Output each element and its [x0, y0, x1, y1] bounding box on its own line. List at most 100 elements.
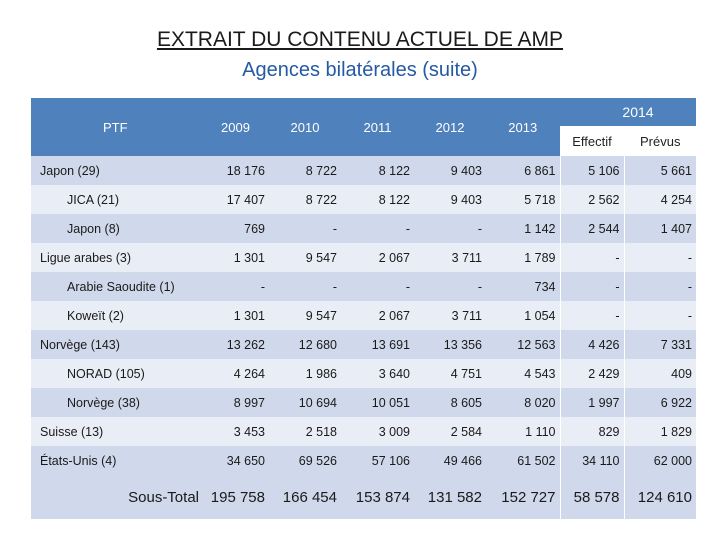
row-label: Arabie Saoudite (1)	[31, 272, 202, 301]
cell-value: -	[559, 301, 624, 330]
cell-value: 8 122	[341, 185, 414, 214]
row-label: Suisse (13)	[31, 417, 202, 446]
cell-value: 10 694	[269, 388, 341, 417]
cell-value: 69 526	[269, 446, 341, 475]
column-header-2014: 2014	[560, 98, 696, 126]
cell-value: 4 751	[414, 359, 486, 388]
total-value: 153 874	[341, 475, 414, 519]
cell-value: -	[414, 272, 486, 301]
total-value: 58 578	[559, 475, 624, 519]
cell-value: -	[623, 272, 696, 301]
cell-value: -	[559, 272, 624, 301]
row-label: Norvège (143)	[31, 330, 202, 359]
cell-value: 6 861	[486, 156, 560, 185]
table-row: Ligue arabes (3) 1 301 9 547 2 067 3 711 1 78…	[31, 243, 696, 272]
total-row: Sous-Total 195 758 166 454 153 874 131 582 15…	[31, 475, 696, 519]
total-label: Sous-Total	[31, 475, 202, 519]
row-label: États-Unis (4)	[31, 446, 202, 475]
cell-value: 1 301	[202, 301, 269, 330]
cell-value: 13 356	[414, 330, 486, 359]
cell-value: 13 262	[202, 330, 269, 359]
cell-value: 1 110	[486, 417, 560, 446]
cell-value: 409	[623, 359, 696, 388]
cell-value: 8 122	[341, 156, 414, 185]
table-row: JICA (21) 17 407 8 722 8 122 9 403 5 718 2 562…	[31, 185, 696, 214]
cell-value: -	[414, 214, 486, 243]
cell-value: 5 718	[486, 185, 560, 214]
cell-value: 2 429	[559, 359, 624, 388]
cell-value: 5 106	[559, 156, 624, 185]
cell-value: -	[341, 272, 414, 301]
cell-value: 3 711	[414, 301, 486, 330]
total-value: 131 582	[414, 475, 486, 519]
cell-value: 9 403	[414, 185, 486, 214]
total-value: 195 758	[202, 475, 269, 519]
cell-value: 1 789	[486, 243, 560, 272]
row-label: Norvège (38)	[31, 388, 202, 417]
table-row: États-Unis (4) 34 650 69 526 57 106 49 466 61…	[31, 446, 696, 475]
cell-value: 5 661	[623, 156, 696, 185]
cell-value: 1 054	[486, 301, 560, 330]
cell-value: -	[269, 272, 341, 301]
row-label: Japon (8)	[31, 214, 202, 243]
row-label: Japon (29)	[31, 156, 202, 185]
cell-value: 1 997	[559, 388, 624, 417]
cell-value: 2 067	[341, 301, 414, 330]
cell-value: 62 000	[623, 446, 696, 475]
table-row: Koweït (2) 1 301 9 547 2 067 3 711 1 054- -	[31, 301, 696, 330]
cell-value: 8 722	[269, 185, 341, 214]
row-label: JICA (21)	[31, 185, 202, 214]
column-header-2013: 2013	[486, 98, 560, 156]
total-value: 166 454	[269, 475, 341, 519]
cell-value: 2 584	[414, 417, 486, 446]
cell-value: 8 020	[486, 388, 560, 417]
cell-value: 3 453	[202, 417, 269, 446]
table-body: Japon (29) 18 176 8 722 8 122 9 403 6 861 5 10…	[31, 156, 696, 519]
column-header-2012: 2012	[414, 98, 486, 156]
table-row: Japon (8) 769- - -1 142 2 544 1 407	[31, 214, 696, 243]
column-header-2009: 2009	[202, 98, 269, 156]
column-header-prevus: Prévus	[623, 126, 696, 156]
cell-value: 4 543	[486, 359, 560, 388]
cell-value: 4 426	[559, 330, 624, 359]
column-header-2011: 2011	[341, 98, 414, 156]
table-row: Norvège (38) 8 997 10 694 10 051 8 605 8 020 1…	[31, 388, 696, 417]
cell-value: 8 722	[269, 156, 341, 185]
agencies-table: PTF 2009 2010 2011 2012 2013 2014 Effect…	[31, 98, 696, 519]
cell-value: 734	[486, 272, 560, 301]
cell-value: 829	[559, 417, 624, 446]
cell-value: -	[202, 272, 269, 301]
cell-value: 769	[202, 214, 269, 243]
cell-value: 18 176	[202, 156, 269, 185]
cell-value: -	[269, 214, 341, 243]
cell-value: 2 544	[559, 214, 624, 243]
cell-value: 9 403	[414, 156, 486, 185]
slide-subtitle: Agences bilatérales (suite)	[242, 59, 478, 81]
cell-value: 2 518	[269, 417, 341, 446]
table-row: Suisse (13) 3 453 2 518 3 009 2 584 1 110 829 1…	[31, 417, 696, 446]
cell-value: 9 547	[269, 243, 341, 272]
table-row: Japon (29) 18 176 8 722 8 122 9 403 6 861 5 10…	[31, 156, 696, 185]
cell-value: -	[559, 243, 624, 272]
cell-value: 57 106	[341, 446, 414, 475]
cell-value: 1 407	[623, 214, 696, 243]
total-value: 152 727	[486, 475, 560, 519]
cell-value: 9 547	[269, 301, 341, 330]
table-row: Arabie Saoudite (1) - - - -734- -	[31, 272, 696, 301]
cell-value: 17 407	[202, 185, 269, 214]
cell-value: 34 110	[559, 446, 624, 475]
cell-value: 2 067	[341, 243, 414, 272]
cell-value: 13 691	[341, 330, 414, 359]
cell-value: 10 051	[341, 388, 414, 417]
cell-value: 1 301	[202, 243, 269, 272]
cell-value: 3 009	[341, 417, 414, 446]
cell-value: 12 680	[269, 330, 341, 359]
cell-value: 1 986	[269, 359, 341, 388]
table-row: Norvège (143) 13 262 12 680 13 691 13 356 12 …	[31, 330, 696, 359]
cell-value: 61 502	[486, 446, 560, 475]
cell-value: 8 605	[414, 388, 486, 417]
cell-value: 2 562	[559, 185, 624, 214]
cell-value: 8 997	[202, 388, 269, 417]
table-row: NORAD (105) 4 264 1 986 3 640 4 751 4 543 2 42…	[31, 359, 696, 388]
column-header-2010: 2010	[269, 98, 341, 156]
